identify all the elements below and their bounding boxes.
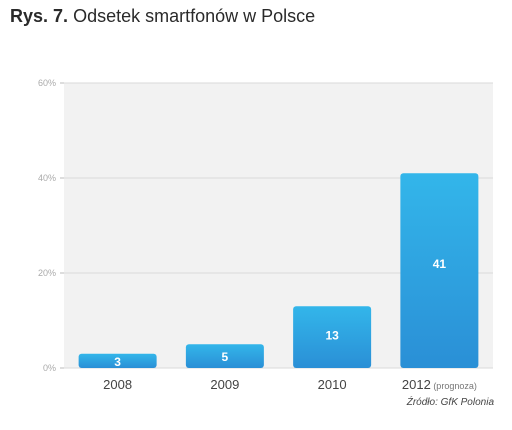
bar-2012 [400, 173, 479, 368]
y-tick-label: 20% [38, 268, 56, 278]
figure-number: Rys. 7. [10, 6, 69, 26]
y-tick-label: 40% [38, 173, 56, 183]
data-label: 3 [114, 355, 121, 369]
x-tick-note: (prognoza) [431, 381, 477, 391]
bar-2008 [78, 353, 157, 368]
data-label: 41 [433, 257, 447, 271]
data-label: 5 [222, 350, 229, 364]
x-tick-label: 2009 [210, 377, 239, 392]
bar-2010 [293, 306, 372, 368]
source-note: Źródło: GfK Polonia [406, 397, 494, 408]
data-label: 13 [325, 329, 339, 343]
x-tick-label: 2010 [318, 377, 347, 392]
figure-caption: Odsetek smartfonów w Polsce [73, 6, 316, 26]
chart-title: Rys. 7. Odsetek smartfonów w Polsce [10, 6, 315, 27]
x-tick-label: 2012 (prognoza) [402, 377, 477, 392]
bar-2009 [185, 344, 264, 368]
y-tick-label: 60% [38, 78, 56, 88]
y-tick-label: 0% [43, 363, 56, 373]
x-tick-label: 2008 [103, 377, 132, 392]
